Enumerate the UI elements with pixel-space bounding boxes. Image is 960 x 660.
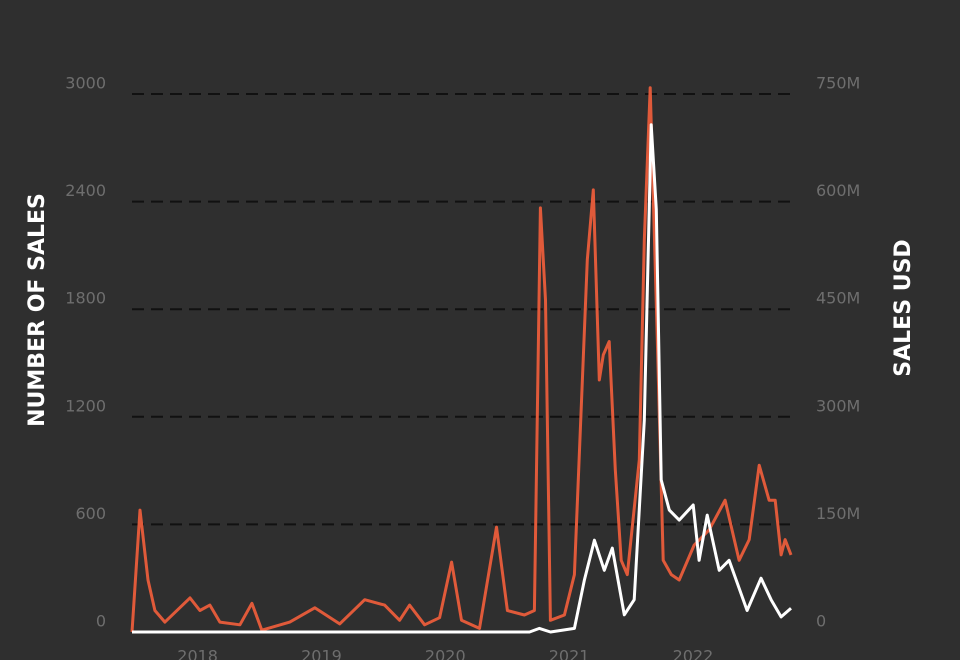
y-tick-label: 600	[75, 504, 106, 523]
y2-axis-label: SALES USD	[891, 239, 916, 376]
y-tick-label: 2400	[65, 181, 106, 200]
line-series	[132, 123, 792, 634]
y-tick-label: 3000	[65, 74, 106, 93]
x-tick-label: 2020	[425, 647, 466, 660]
y2-tick-label: 450M	[816, 289, 860, 308]
y2-tick-label: 600M	[816, 181, 860, 200]
x-tick-label: 2021	[549, 647, 590, 660]
x-tick-label: 2019	[301, 647, 342, 660]
y2-tick-label: 150M	[816, 504, 860, 523]
x-tick-label: 2022	[673, 647, 714, 660]
line-series	[130, 86, 793, 633]
y-axis-label: NUMBER OF SALES	[25, 193, 50, 427]
y2-tick-label: 0	[816, 612, 826, 631]
x-tick-label: 2018	[177, 647, 218, 660]
y-tick-label: 1200	[65, 396, 106, 415]
y2-tick-label: 750M	[816, 74, 860, 93]
y2-tick-label: 300M	[816, 396, 860, 415]
y-tick-label: 0	[96, 612, 106, 631]
y-tick-label: 1800	[65, 289, 106, 308]
